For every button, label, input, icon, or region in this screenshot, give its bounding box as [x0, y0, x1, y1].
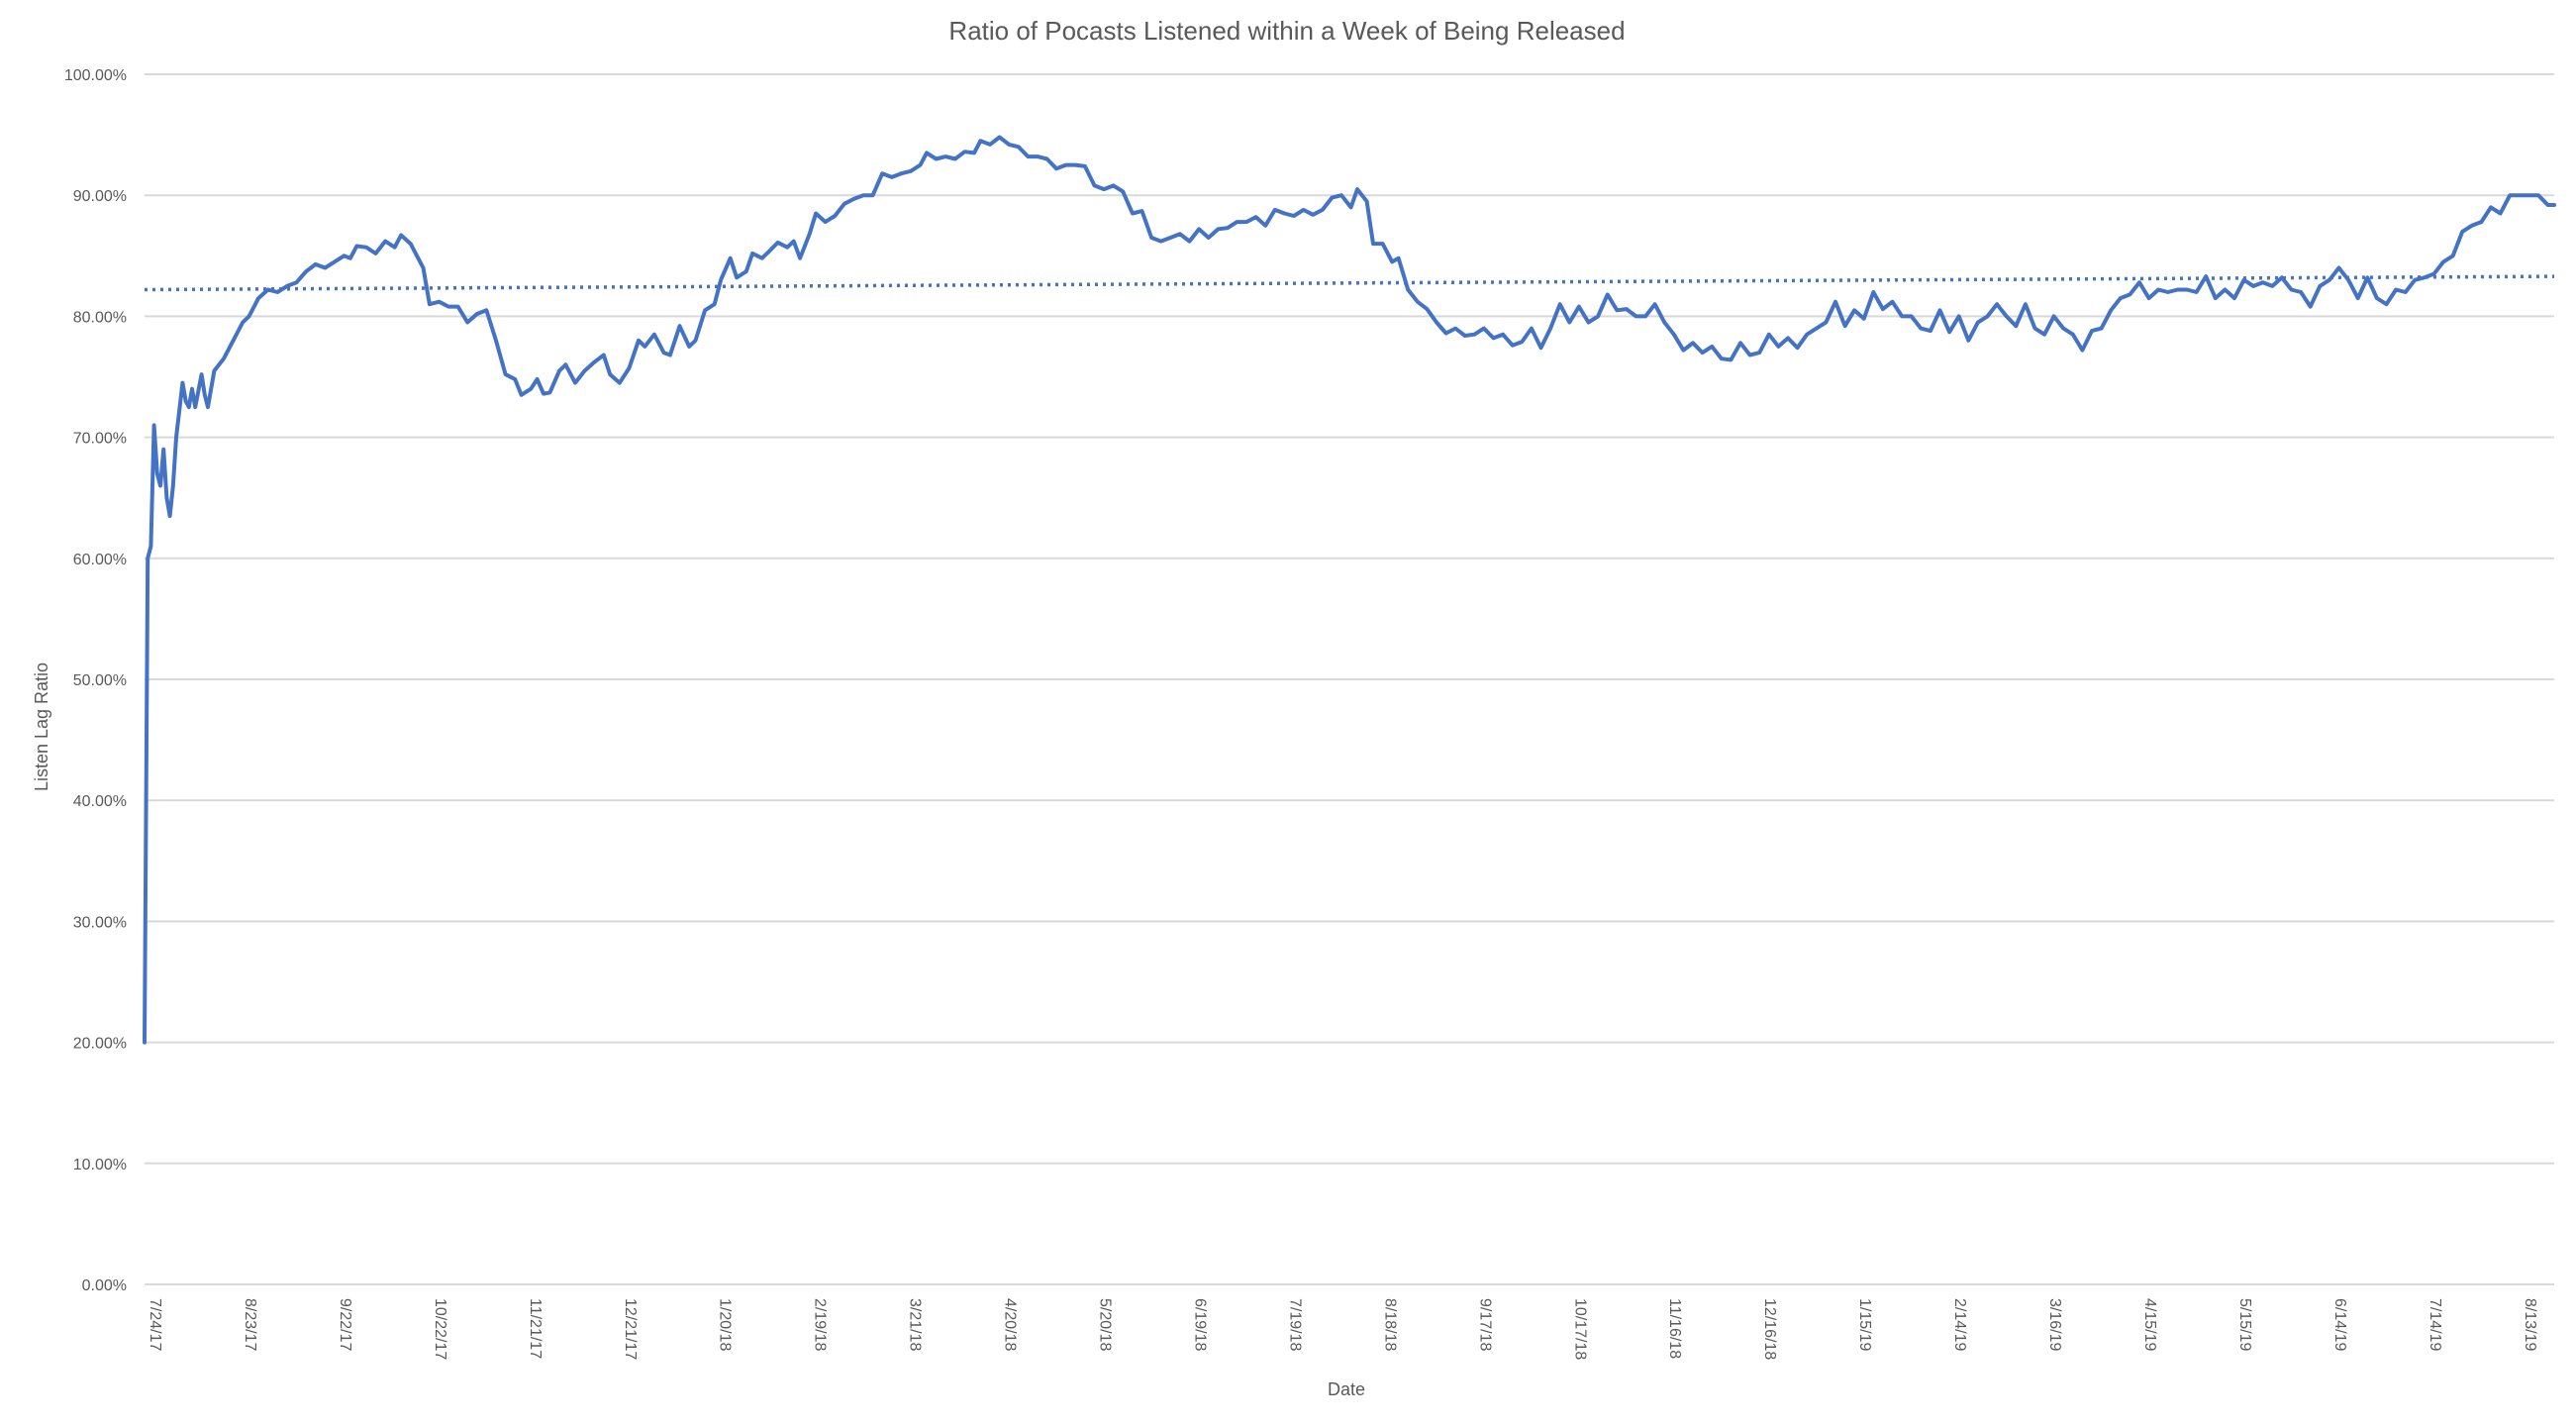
y-tick-label: 100.00%	[64, 67, 127, 84]
x-tick-label: 8/18/18	[1381, 1298, 1398, 1351]
x-tick-label: 8/13/19	[2522, 1298, 2538, 1351]
series-line	[143, 135, 2556, 1045]
x-tick-label: 12/21/17	[622, 1298, 639, 1360]
chart-title: Ratio of Pocasts Listened within a Week …	[948, 16, 1625, 46]
x-tick-label: 6/19/18	[1191, 1298, 1208, 1351]
y-tick-label: 90.00%	[73, 188, 127, 205]
x-tick-label: 2/19/18	[812, 1298, 829, 1351]
gridlines	[145, 73, 2554, 1285]
x-tick-label: 4/15/19	[2141, 1298, 2158, 1351]
x-tick-label: 1/15/19	[1856, 1298, 1873, 1351]
x-tick-label: 10/17/18	[1571, 1298, 1588, 1360]
x-tick-label: 7/24/17	[147, 1298, 163, 1351]
x-tick-label: 12/16/18	[1761, 1298, 1778, 1360]
x-tick-label: 6/14/19	[2331, 1298, 2348, 1351]
y-tick-label: 50.00%	[73, 672, 127, 689]
x-tick-label: 2/14/19	[1951, 1298, 1968, 1351]
x-tick-label: 5/15/19	[2236, 1298, 2253, 1351]
y-axis-title: Listen Lag Ratio	[32, 663, 51, 791]
x-tick-label: 7/19/18	[1286, 1298, 1303, 1351]
trendline	[144, 274, 2555, 292]
x-tick-label: 9/17/18	[1476, 1298, 1493, 1351]
series-lines	[143, 135, 2556, 1045]
x-tick-label: 3/16/19	[2046, 1298, 2063, 1351]
x-tick-label: 11/16/18	[1666, 1298, 1683, 1359]
x-tick-label: 1/20/18	[717, 1298, 734, 1351]
y-tick-label: 30.00%	[73, 914, 127, 931]
x-tick-label: 8/23/17	[242, 1298, 258, 1351]
y-tick-label: 70.00%	[73, 431, 127, 448]
x-axis-tick-labels: 7/24/17 8/23/17 9/22/17 10/22/17 11/21/17 12/…	[147, 1298, 2538, 1360]
x-tick-label: 7/14/19	[2427, 1298, 2443, 1351]
y-axis-tick-labels: 0.00% 10.00% 20.00% 30.00% 40.00% 50.00% 60.00…	[64, 67, 127, 1294]
x-tick-label: 4/20/18	[1002, 1298, 1019, 1351]
y-tick-label: 60.00%	[73, 552, 127, 568]
y-tick-label: 20.00%	[73, 1036, 127, 1053]
y-tick-label: 40.00%	[73, 793, 127, 810]
x-tick-label: 9/22/17	[337, 1298, 353, 1351]
y-tick-label: 10.00%	[73, 1157, 127, 1173]
x-tick-label: 3/21/18	[907, 1298, 924, 1351]
y-tick-label: 80.00%	[73, 309, 127, 326]
x-tick-label: 10/22/17	[432, 1298, 448, 1360]
x-tick-label: 11/21/17	[527, 1298, 544, 1359]
y-tick-label: 0.00%	[82, 1277, 127, 1294]
x-axis-title: Date	[1328, 1379, 1365, 1399]
x-tick-label: 5/20/18	[1097, 1298, 1114, 1351]
